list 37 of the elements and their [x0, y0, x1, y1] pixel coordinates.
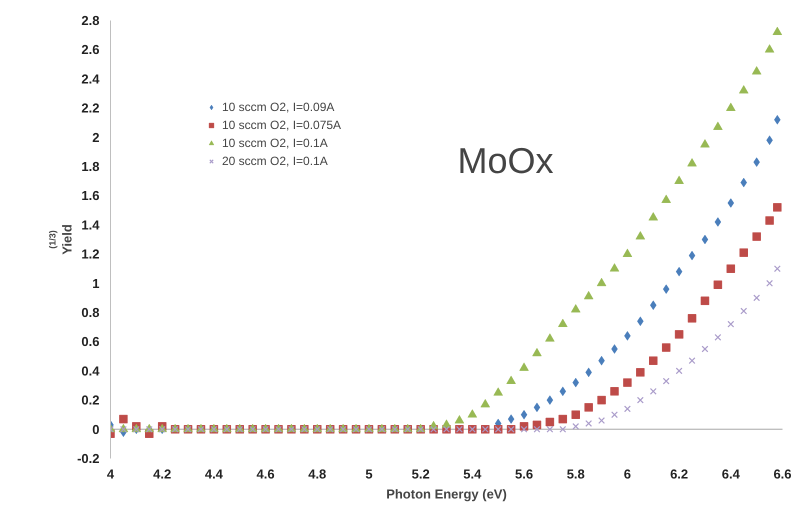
y-tick-label: 2.2 [81, 100, 100, 116]
x-tick-label: 6.2 [670, 466, 688, 482]
x-tick-label: 6.4 [722, 466, 741, 482]
annotation: MoOx [457, 140, 554, 181]
x-tick-label: 6.6 [773, 466, 792, 482]
y-tick-label: 2 [92, 130, 100, 145]
y-tick-label: 1.6 [81, 188, 100, 204]
x-tick-label: 4 [106, 466, 115, 482]
y-tick-label: 0.8 [81, 305, 100, 320]
x-tick-label: 5.2 [412, 466, 430, 482]
y-tick-label: 0.2 [81, 392, 100, 408]
y-tick-label: 0.6 [81, 334, 100, 350]
x-tick-label: 4.2 [153, 466, 172, 482]
y-tick-label: 1.2 [81, 246, 100, 262]
y-tick-label: 1.8 [81, 159, 100, 174]
y-tick-label: 2.4 [81, 71, 100, 86]
x-tick-label: 5.6 [515, 466, 534, 482]
legend-label: 10 sccm O2, I=0.09A [222, 100, 334, 114]
y-tick-label: 1 [92, 276, 100, 291]
x-tick-label: 4.4 [204, 466, 224, 482]
x-tick-label: 5 [365, 466, 373, 482]
y-tick-label: 1.4 [81, 217, 100, 232]
y-tick-label: 2.8 [81, 13, 100, 28]
x-tick-label: 5.4 [463, 466, 482, 482]
y-tick-label: -0.2 [77, 451, 100, 466]
x-tick-label: 5.8 [566, 466, 585, 482]
x-axis-title: Photon Energy (eV) [386, 486, 507, 502]
y-tick-label: 2.6 [81, 42, 100, 58]
legend-label: 10 sccm O2, I=0.1A [222, 136, 328, 150]
legend-label: 20 sccm O2, I=0.1A [222, 154, 328, 168]
legend-label: 10 sccm O2, I=0.075A [222, 118, 342, 132]
x-tick-label: 4.8 [308, 466, 326, 482]
x-tick-label: 4.6 [256, 466, 275, 482]
x-tick-label: 6 [624, 466, 632, 482]
y-axis-title: Yield(1/3) [48, 224, 74, 255]
y-tick-label: 0 [92, 422, 100, 437]
y-tick-label: 0.4 [81, 363, 100, 378]
